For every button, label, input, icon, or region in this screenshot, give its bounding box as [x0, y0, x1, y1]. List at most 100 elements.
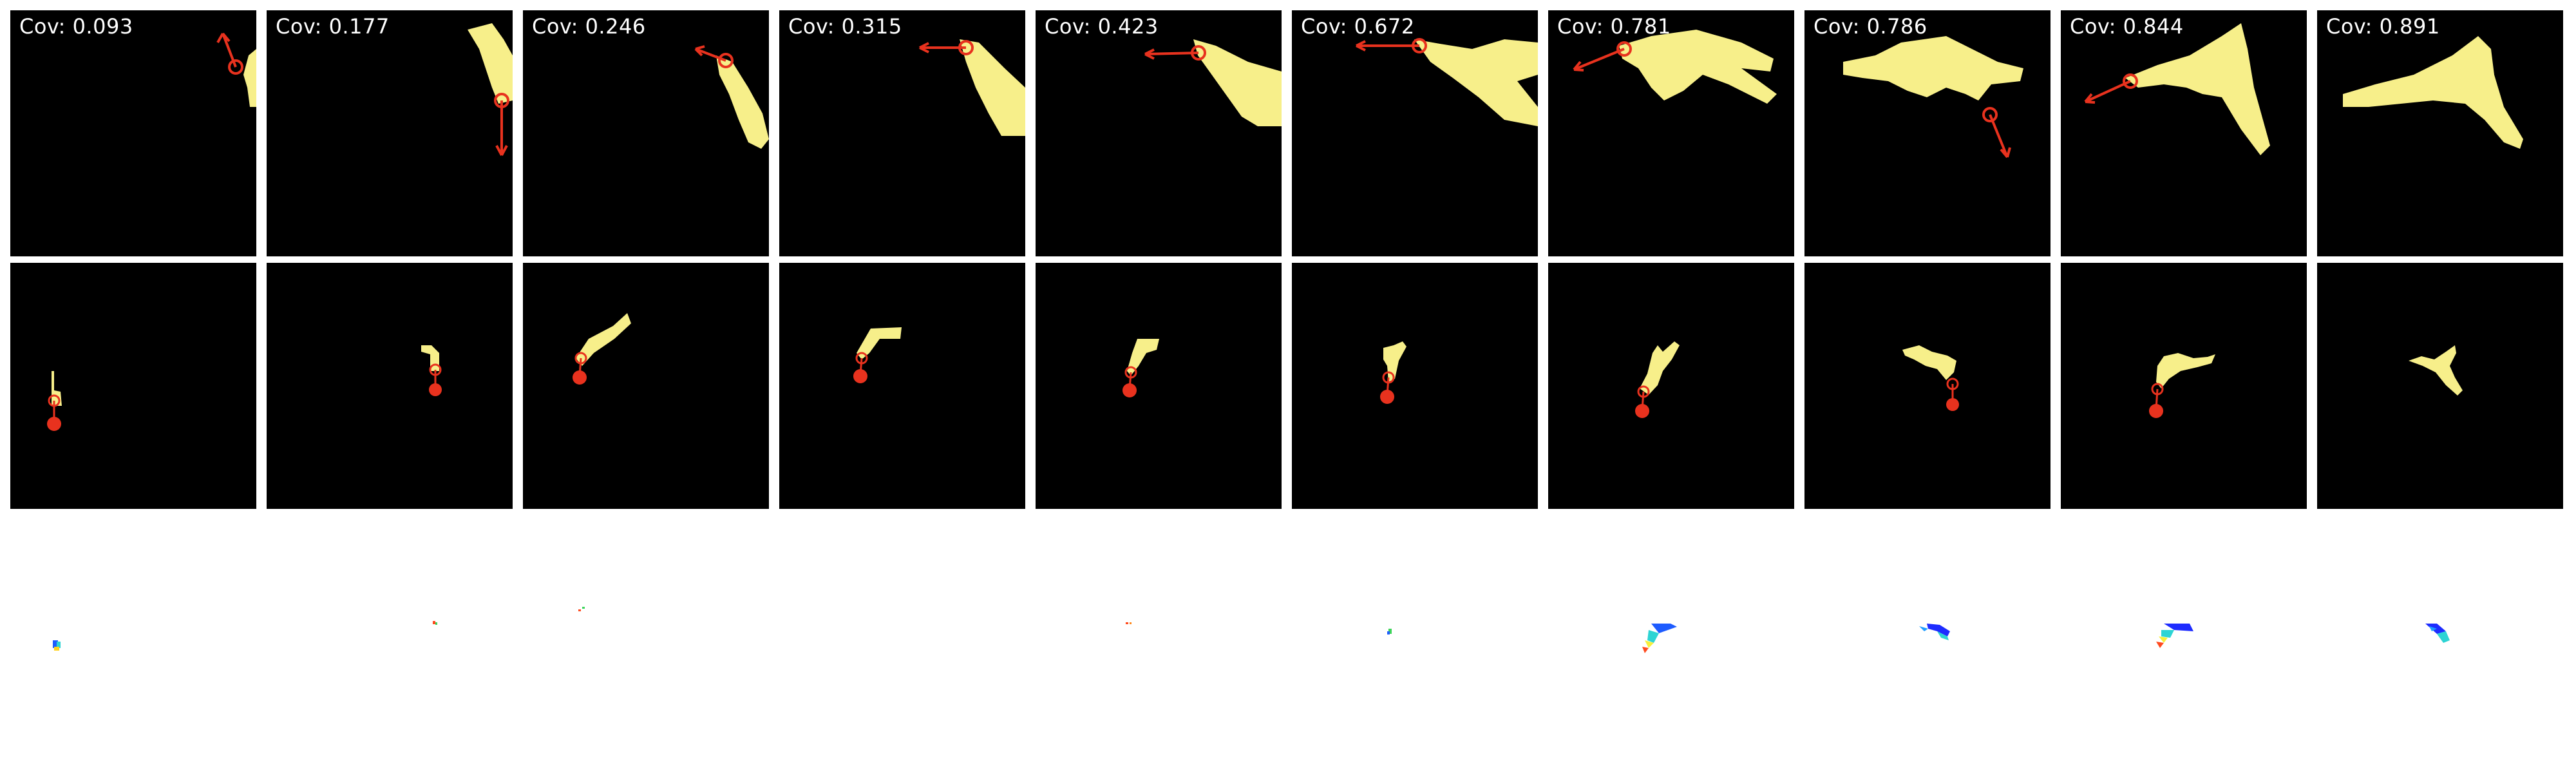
heatmap-frame-3: [523, 520, 769, 767]
camera-frame-6: Cov: 0.672: [1292, 10, 1538, 256]
camera-frame-3: Cov: 0.246: [523, 10, 769, 256]
cloth-mask: [1902, 345, 1956, 380]
coverage-label: Cov: 0.781: [1557, 14, 1671, 39]
drag-arrow: [695, 48, 726, 62]
camera-frame-8: Cov: 0.786: [1804, 10, 2050, 256]
place-point: [429, 383, 442, 396]
heatmap-blob: [1647, 630, 1659, 643]
cloth-mask: [52, 371, 62, 406]
cloth-shape: [1843, 36, 2023, 100]
heatmap-frame-5: [1036, 520, 1282, 767]
place-point: [1635, 404, 1649, 418]
mask-render: [1902, 345, 1959, 411]
place-point: [853, 369, 867, 383]
coverage-label: Cov: 0.177: [276, 14, 390, 39]
drag-arrow: [1989, 114, 2009, 158]
drag-arrowhead: [2084, 93, 2096, 104]
cloth-mask: [857, 327, 902, 359]
cloth-render: [1843, 36, 2023, 158]
mask-render: [853, 327, 902, 383]
mask-render: [1635, 341, 1680, 418]
place-point: [2149, 404, 2163, 418]
camera-frame-9: Cov: 0.844: [2061, 10, 2307, 256]
cloth-render: [216, 32, 256, 107]
heatmap-blob: [1645, 640, 1654, 648]
heatmap-blob: [57, 642, 61, 648]
drag-arrowhead: [919, 42, 929, 53]
cloth-mask: [1640, 341, 1680, 395]
heatmap-frame-1: [10, 520, 256, 767]
heatmap-render: [2425, 624, 2450, 643]
coverage-label: Cov: 0.786: [1814, 14, 1927, 39]
heatmap-blob: [2159, 636, 2168, 643]
cloth-mask: [2409, 345, 2463, 396]
cloth-render: [694, 45, 769, 149]
place-point: [47, 417, 61, 431]
heatmap-blob: [2156, 642, 2164, 648]
mask-render: [573, 313, 631, 385]
camera-frame-10: Cov: 0.891: [2317, 10, 2563, 256]
camera-frame-7: Cov: 0.781: [1548, 10, 1794, 256]
heatmap-frame-8: [1804, 520, 2050, 767]
heatmap-render: [578, 607, 585, 611]
heatmap-blob: [2437, 631, 2450, 643]
camera-frame-1: Cov: 0.093: [10, 10, 256, 256]
heatmap-frame-9: [2061, 520, 2307, 767]
drag-arrowhead: [1573, 61, 1584, 72]
mask-render: [1122, 339, 1159, 397]
heatmap-render: [2156, 624, 2193, 648]
mask-render: [2409, 345, 2463, 396]
mask-render: [1380, 341, 1406, 404]
cloth-mask: [576, 313, 631, 366]
drag-arrow: [1573, 48, 1625, 71]
place-point: [1946, 398, 1959, 411]
cloth-render: [468, 23, 513, 156]
heatmap-blob: [1388, 629, 1392, 634]
heatmap-blob: [433, 621, 435, 624]
heatmap-blob: [53, 640, 58, 648]
camera-frame-4: Cov: 0.315: [779, 10, 1025, 256]
camera-frame-5: Cov: 0.423: [1036, 10, 1282, 256]
cloth-shape: [960, 39, 1025, 136]
heatmap-blob: [1126, 622, 1128, 624]
heatmap-render: [1919, 624, 1950, 640]
heatmap-frame-7: [1548, 520, 1794, 767]
mask-frame-3: [523, 263, 769, 509]
heatmap-blob: [54, 647, 59, 651]
grasp-point: [2123, 73, 2138, 89]
drag-arrow: [1144, 52, 1199, 55]
drag-arrow: [2085, 80, 2131, 103]
heatmap-blob: [435, 622, 437, 625]
mask-frame-2: [267, 263, 513, 509]
drag-arrowhead: [2000, 147, 2011, 158]
cloth-shape: [2343, 36, 2523, 149]
place-point: [573, 370, 587, 385]
heatmap-render: [1387, 629, 1392, 635]
coverage-label: Cov: 0.246: [532, 14, 646, 39]
mask-frame-1: [10, 263, 256, 509]
cloth-shape: [468, 23, 513, 104]
grasp-point: [1616, 41, 1632, 57]
heatmap-blob: [1919, 626, 1928, 631]
place-point: [1122, 383, 1137, 397]
mask-frame-6: [1292, 263, 1538, 509]
cloth-render: [1356, 38, 1538, 126]
heatmap-blob: [1651, 624, 1677, 633]
heatmap-blob: [1130, 622, 1132, 624]
heatmap-render: [1642, 624, 1677, 653]
drag-arrowhead: [694, 45, 705, 57]
cloth-mask: [2156, 353, 2215, 388]
coverage-label: Cov: 0.672: [1301, 14, 1415, 39]
cloth-shape: [1619, 30, 1777, 104]
heatmap-render: [1126, 622, 1132, 624]
coverage-label: Cov: 0.891: [2326, 14, 2440, 39]
heatmap-frame-10: [2317, 520, 2563, 767]
heatmap-frame-2: [267, 520, 513, 767]
coverage-label: Cov: 0.093: [19, 14, 133, 39]
drag-arrowhead: [495, 145, 508, 156]
heatmap-blob: [1927, 624, 1950, 636]
coverage-label: Cov: 0.844: [2070, 14, 2184, 39]
mask-frame-9: [2061, 263, 2307, 509]
drag-arrowhead: [1144, 48, 1155, 60]
